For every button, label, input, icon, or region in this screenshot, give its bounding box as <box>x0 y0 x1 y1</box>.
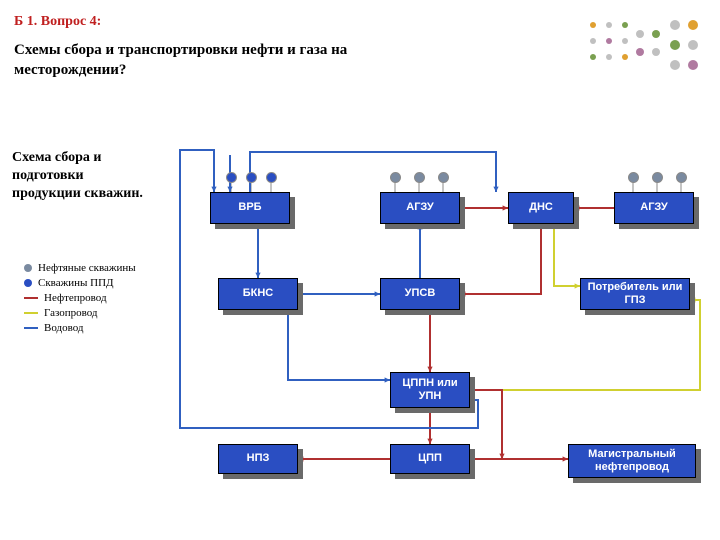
well-dot <box>266 172 277 183</box>
well-dot <box>390 172 401 183</box>
deco-dot <box>636 30 644 38</box>
deco-dot <box>670 40 680 50</box>
legend-label: Водовод <box>44 322 84 334</box>
deco-dot <box>622 22 628 28</box>
node-cpp: ЦПП <box>390 444 470 474</box>
node-upsv: УПСВ <box>380 278 460 310</box>
legend: Нефтяные скважины Скважины ППД Нефтепровод… <box>24 262 136 337</box>
well-dot <box>652 172 663 183</box>
deco-dot <box>622 54 628 60</box>
diagram-subtitle-3: продукции скважин. <box>12 186 143 202</box>
legend-dot-icon <box>24 279 32 287</box>
legend-item: Скважины ППД <box>24 277 136 289</box>
edge <box>554 224 580 286</box>
legend-line-icon <box>24 327 38 329</box>
node-agzu1: АГЗУ <box>380 192 460 224</box>
deco-dot <box>590 38 596 44</box>
question-title-line1: Схемы сбора и транспортировки нефти и га… <box>14 42 347 59</box>
deco-dot <box>652 30 660 38</box>
edge <box>460 224 541 294</box>
deco-dot <box>636 48 644 56</box>
node-bkns: БКНС <box>218 278 298 310</box>
node-potr: Потребитель или ГПЗ <box>580 278 690 310</box>
node-npz: НПЗ <box>218 444 298 474</box>
node-agzu2: АГЗУ <box>614 192 694 224</box>
deco-dot <box>688 40 698 50</box>
legend-label: Газопровод <box>44 307 98 319</box>
legend-dot-icon <box>24 264 32 272</box>
legend-label: Скважины ППД <box>38 277 114 289</box>
edge <box>288 310 390 380</box>
diagram-subtitle-1: Схема сбора и <box>12 150 101 166</box>
well-dot <box>414 172 425 183</box>
deco-dot <box>670 20 680 30</box>
deco-dot <box>622 38 628 44</box>
well-dot <box>676 172 687 183</box>
deco-dot <box>606 54 612 60</box>
well-dot <box>246 172 257 183</box>
well-dot <box>226 172 237 183</box>
legend-label: Нефтепровод <box>44 292 107 304</box>
node-vrb: ВРБ <box>210 192 290 224</box>
deco-dot <box>590 22 596 28</box>
node-cppn: ЦППН или УПН <box>390 372 470 408</box>
well-dot <box>438 172 449 183</box>
deco-dot <box>652 48 660 56</box>
deco-dot <box>606 38 612 44</box>
node-magn: Магистральный нефтепровод <box>568 444 696 478</box>
legend-item: Нефтепровод <box>24 292 136 304</box>
question-number: Б 1. Вопрос 4: <box>14 14 101 30</box>
diagram-subtitle-2: подготовки <box>12 168 84 184</box>
legend-label: Нефтяные скважины <box>38 262 136 274</box>
legend-line-icon <box>24 297 38 299</box>
legend-item: Нефтяные скважины <box>24 262 136 274</box>
edge <box>250 152 496 192</box>
deco-dot <box>670 60 680 70</box>
legend-item: Газопровод <box>24 307 136 319</box>
node-dns: ДНС <box>508 192 574 224</box>
deco-dot <box>590 54 596 60</box>
well-dot <box>628 172 639 183</box>
legend-line-icon <box>24 312 38 314</box>
question-title-line2: месторождении? <box>14 62 126 79</box>
deco-dot <box>688 60 698 70</box>
deco-dot <box>606 22 612 28</box>
legend-item: Водовод <box>24 322 136 334</box>
deco-dot <box>688 20 698 30</box>
